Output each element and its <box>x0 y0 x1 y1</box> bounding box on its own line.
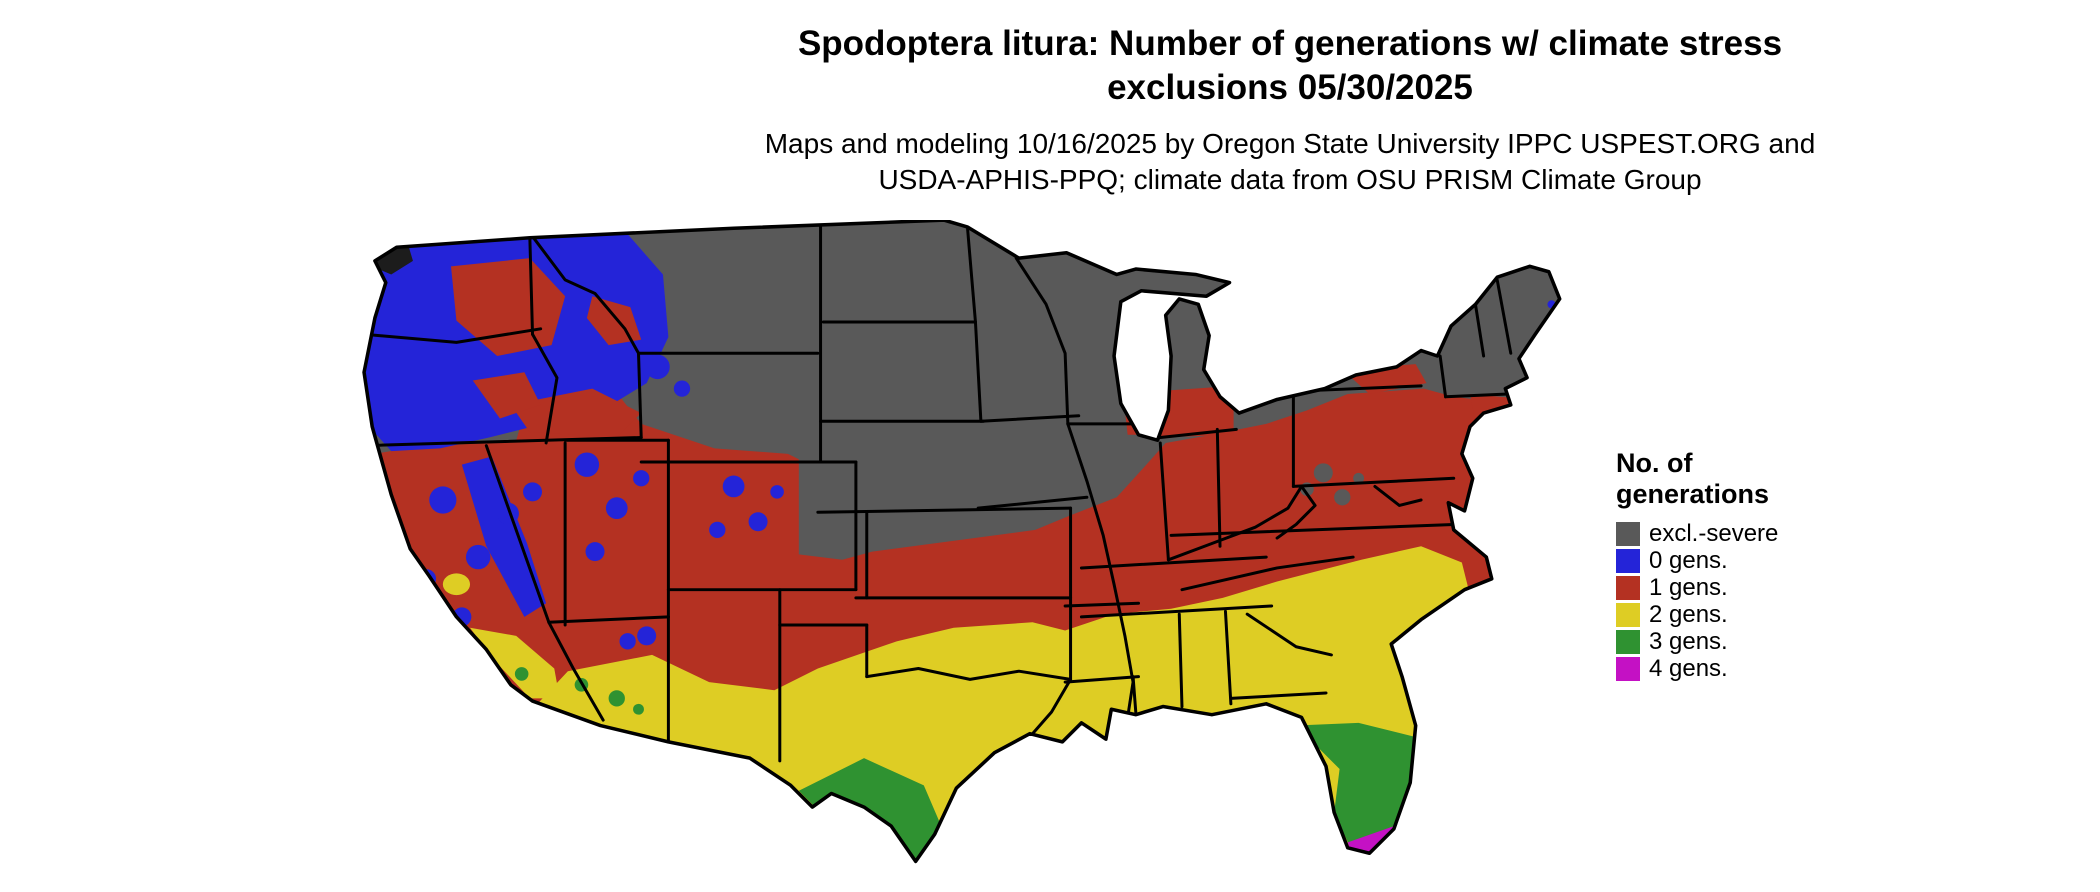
legend-label-1-gens: 1 gens. <box>1649 573 1728 601</box>
map-subtitle-line2: USDA-APHIS-PPQ; climate data from OSU PR… <box>878 164 1702 195</box>
legend-item-3-gens: 3 gens. <box>1616 628 1916 655</box>
legend-label-4-gens: 4 gens. <box>1649 654 1728 682</box>
region-2-gen-socal <box>442 573 560 699</box>
us-map-svg <box>362 218 1562 864</box>
map-subtitle: Maps and modeling 10/16/2025 by Oregon S… <box>430 126 2100 198</box>
legend-swatch-0-gens <box>1616 548 1640 573</box>
us-outline <box>362 218 1562 864</box>
legend-items: excl.-severe 0 gens. 1 gens. 2 gens. 3 g… <box>1616 520 1916 682</box>
legend-item-2-gens: 2 gens. <box>1616 601 1916 628</box>
legend-swatch-3-gens <box>1616 629 1640 654</box>
legend-swatch-excl-severe <box>1616 521 1640 546</box>
map-title-line1: Spodoptera litura: Number of generations… <box>797 24 1783 63</box>
us-generations-map <box>326 218 1576 886</box>
legend-title-line1: No. of <box>1616 448 1693 478</box>
region-1-gen-patches <box>451 258 1533 438</box>
legend-swatch-1-gens <box>1616 575 1640 600</box>
legend-title-line2: generations <box>1616 479 1770 509</box>
map-fill-layers <box>364 220 1560 862</box>
map-title-line2: exclusions 05/30/2025 <box>1107 68 1473 107</box>
state-borders <box>364 224 1513 763</box>
legend-swatch-4-gens <box>1616 656 1640 681</box>
legend-item-0-gens: 0 gens. <box>1616 547 1916 574</box>
region-4-gen <box>914 826 1400 862</box>
legend-label-excl-severe: excl.-severe <box>1649 519 1779 547</box>
legend-label-0-gens: 0 gens. <box>1649 546 1728 574</box>
header: Spodoptera litura: Number of generations… <box>430 22 2100 198</box>
legend-swatch-2-gens <box>1616 602 1640 627</box>
map-subtitle-line1: Maps and modeling 10/16/2025 by Oregon S… <box>764 128 1816 159</box>
legend-label-2-gens: 2 gens. <box>1649 600 1728 628</box>
legend-item-excl-severe: excl.-severe <box>1616 520 1916 547</box>
legend-label-3-gens: 3 gens. <box>1649 627 1728 655</box>
legend-item-4-gens: 4 gens. <box>1616 655 1916 682</box>
map-legend: No. of generations excl.-severe 0 gens. … <box>1616 448 1916 682</box>
region-excl-patches <box>1300 463 1365 506</box>
legend-item-1-gens: 1 gens. <box>1616 574 1916 601</box>
